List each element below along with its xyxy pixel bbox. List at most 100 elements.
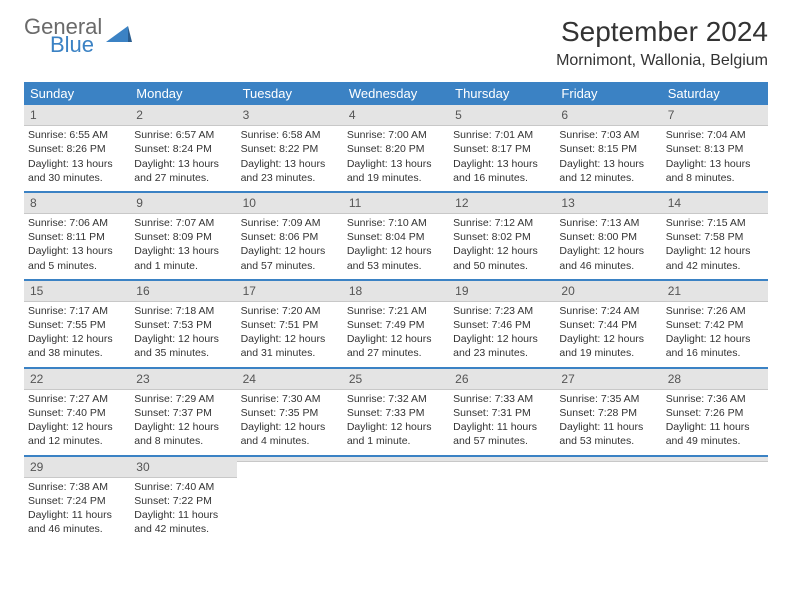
- day-cell: 20Sunrise: 7:24 AMSunset: 7:44 PMDayligh…: [555, 281, 661, 367]
- day-cell: [449, 457, 555, 543]
- day-header-tue: Tuesday: [237, 82, 343, 105]
- sunset-line: Sunset: 8:11 PM: [28, 230, 126, 244]
- sunrise-line: Sunrise: 7:27 AM: [28, 392, 126, 406]
- daylight-line: Daylight: 13 hours and 27 minutes.: [134, 157, 232, 185]
- day-number-row: 11: [343, 193, 449, 214]
- day-number-row: 29: [24, 457, 130, 478]
- day-cell: [555, 457, 661, 543]
- sunset-line: Sunset: 8:02 PM: [453, 230, 551, 244]
- day-number: 4: [349, 108, 356, 122]
- day-cell: 7Sunrise: 7:04 AMSunset: 8:13 PMDaylight…: [662, 105, 768, 191]
- day-number-row: 10: [237, 193, 343, 214]
- day-cell: 6Sunrise: 7:03 AMSunset: 8:15 PMDaylight…: [555, 105, 661, 191]
- day-number: 7: [668, 108, 675, 122]
- day-number: 13: [561, 196, 574, 210]
- month-title: September 2024: [556, 16, 768, 48]
- sunrise-line: Sunrise: 7:06 AM: [28, 216, 126, 230]
- day-number-row: 21: [662, 281, 768, 302]
- day-cell: 21Sunrise: 7:26 AMSunset: 7:42 PMDayligh…: [662, 281, 768, 367]
- sunset-line: Sunset: 7:24 PM: [28, 494, 126, 508]
- day-number-row: 30: [130, 457, 236, 478]
- sunset-line: Sunset: 7:31 PM: [453, 406, 551, 420]
- day-number: 23: [136, 372, 149, 386]
- day-number-row: [555, 457, 661, 462]
- day-number: 24: [243, 372, 256, 386]
- day-number: 15: [30, 284, 43, 298]
- daylight-line: Daylight: 12 hours and 35 minutes.: [134, 332, 232, 360]
- day-cell: 1Sunrise: 6:55 AMSunset: 8:26 PMDaylight…: [24, 105, 130, 191]
- day-number-row: 1: [24, 105, 130, 126]
- daylight-line: Daylight: 12 hours and 19 minutes.: [559, 332, 657, 360]
- day-number: 27: [561, 372, 574, 386]
- day-cell: 2Sunrise: 6:57 AMSunset: 8:24 PMDaylight…: [130, 105, 236, 191]
- sunset-line: Sunset: 7:26 PM: [666, 406, 764, 420]
- day-header-sun: Sunday: [24, 82, 130, 105]
- daylight-line: Daylight: 13 hours and 5 minutes.: [28, 244, 126, 272]
- day-header-mon: Monday: [130, 82, 236, 105]
- day-number-row: 20: [555, 281, 661, 302]
- sunrise-line: Sunrise: 7:07 AM: [134, 216, 232, 230]
- day-number-row: [237, 457, 343, 462]
- sunset-line: Sunset: 8:09 PM: [134, 230, 232, 244]
- day-cell: 14Sunrise: 7:15 AMSunset: 7:58 PMDayligh…: [662, 193, 768, 279]
- daylight-line: Daylight: 12 hours and 42 minutes.: [666, 244, 764, 272]
- sunset-line: Sunset: 8:04 PM: [347, 230, 445, 244]
- day-number: 2: [136, 108, 143, 122]
- day-number: 6: [561, 108, 568, 122]
- sunrise-line: Sunrise: 7:21 AM: [347, 304, 445, 318]
- sunrise-line: Sunrise: 7:24 AM: [559, 304, 657, 318]
- day-number-row: 4: [343, 105, 449, 126]
- day-number: 20: [561, 284, 574, 298]
- daylight-line: Daylight: 13 hours and 12 minutes.: [559, 157, 657, 185]
- sunrise-line: Sunrise: 7:26 AM: [666, 304, 764, 318]
- day-cell: 11 Sunrise: 7:10 AMSunset: 8:04 PMDayligh…: [343, 193, 449, 279]
- day-cell: 24Sunrise: 7:30 AMSunset: 7:35 PMDayligh…: [237, 369, 343, 455]
- day-number-row: 22: [24, 369, 130, 390]
- sunrise-line: Sunrise: 7:33 AM: [453, 392, 551, 406]
- week-row: 15Sunrise: 7:17 AMSunset: 7:55 PMDayligh…: [24, 281, 768, 369]
- day-cell: [343, 457, 449, 543]
- day-cell: 8Sunrise: 7:06 AMSunset: 8:11 PMDaylight…: [24, 193, 130, 279]
- day-number-row: 15: [24, 281, 130, 302]
- sunset-line: Sunset: 7:51 PM: [241, 318, 339, 332]
- daylight-line: Daylight: 12 hours and 53 minutes.: [347, 244, 445, 272]
- day-cell: 30Sunrise: 7:40 AMSunset: 7:22 PMDayligh…: [130, 457, 236, 543]
- daylight-line: Daylight: 13 hours and 23 minutes.: [241, 157, 339, 185]
- day-number-row: 17: [237, 281, 343, 302]
- sunset-line: Sunset: 8:15 PM: [559, 142, 657, 156]
- day-number: 5: [455, 108, 462, 122]
- day-number-row: [449, 457, 555, 462]
- day-cell: 29Sunrise: 7:38 AMSunset: 7:24 PMDayligh…: [24, 457, 130, 543]
- week-row: 29Sunrise: 7:38 AMSunset: 7:24 PMDayligh…: [24, 457, 768, 543]
- sunrise-line: Sunrise: 7:01 AM: [453, 128, 551, 142]
- day-cell: [237, 457, 343, 543]
- daylight-line: Daylight: 12 hours and 8 minutes.: [134, 420, 232, 448]
- sunrise-line: Sunrise: 7:10 AM: [347, 216, 445, 230]
- daylight-line: Daylight: 12 hours and 16 minutes.: [666, 332, 764, 360]
- sunrise-line: Sunrise: 7:30 AM: [241, 392, 339, 406]
- week-row: 8Sunrise: 7:06 AMSunset: 8:11 PMDaylight…: [24, 193, 768, 281]
- sunrise-line: Sunrise: 7:15 AM: [666, 216, 764, 230]
- day-number-row: [662, 457, 768, 462]
- day-cell: 27Sunrise: 7:35 AMSunset: 7:28 PMDayligh…: [555, 369, 661, 455]
- day-cell: 23Sunrise: 7:29 AMSunset: 7:37 PMDayligh…: [130, 369, 236, 455]
- sunset-line: Sunset: 8:06 PM: [241, 230, 339, 244]
- daylight-line: Daylight: 12 hours and 31 minutes.: [241, 332, 339, 360]
- day-number-row: 5: [449, 105, 555, 126]
- sunset-line: Sunset: 7:55 PM: [28, 318, 126, 332]
- day-number-row: 3: [237, 105, 343, 126]
- sunset-line: Sunset: 8:13 PM: [666, 142, 764, 156]
- day-cell: 15Sunrise: 7:17 AMSunset: 7:55 PMDayligh…: [24, 281, 130, 367]
- sunset-line: Sunset: 7:37 PM: [134, 406, 232, 420]
- sunrise-line: Sunrise: 7:12 AM: [453, 216, 551, 230]
- day-cell: 9Sunrise: 7:07 AMSunset: 8:09 PMDaylight…: [130, 193, 236, 279]
- daylight-line: Daylight: 12 hours and 1 minute.: [347, 420, 445, 448]
- day-number: 22: [30, 372, 43, 386]
- day-cell: 26Sunrise: 7:33 AMSunset: 7:31 PMDayligh…: [449, 369, 555, 455]
- day-number-row: 25: [343, 369, 449, 390]
- daylight-line: Daylight: 11 hours and 46 minutes.: [28, 508, 126, 536]
- day-number: 17: [243, 284, 256, 298]
- day-cell: 3Sunrise: 6:58 AMSunset: 8:22 PMDaylight…: [237, 105, 343, 191]
- daylight-line: Daylight: 11 hours and 53 minutes.: [559, 420, 657, 448]
- logo-triangle-icon: [106, 24, 132, 49]
